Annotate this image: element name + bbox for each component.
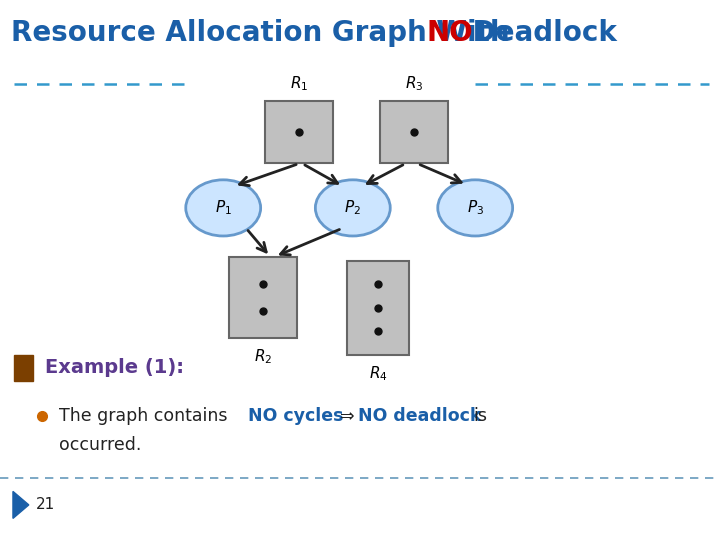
Circle shape <box>186 180 261 236</box>
FancyBboxPatch shape <box>348 260 409 355</box>
Text: NO cycles: NO cycles <box>248 407 343 425</box>
Text: NO: NO <box>427 19 474 47</box>
FancyBboxPatch shape <box>265 102 333 163</box>
Text: $R_4$: $R_4$ <box>369 365 387 383</box>
Text: NO deadlock: NO deadlock <box>358 407 481 425</box>
Text: ⇒: ⇒ <box>340 407 354 425</box>
Text: $R_2$: $R_2$ <box>253 347 272 366</box>
Text: Deadlock: Deadlock <box>463 19 617 47</box>
Text: $P_1$: $P_1$ <box>215 199 232 217</box>
Text: The graph contains: The graph contains <box>59 407 233 425</box>
Text: $R_3$: $R_3$ <box>405 75 423 93</box>
FancyBboxPatch shape <box>380 102 448 163</box>
Text: $R_1$: $R_1$ <box>289 75 308 93</box>
Text: $P_3$: $P_3$ <box>467 199 484 217</box>
Text: $P_2$: $P_2$ <box>344 199 361 217</box>
Text: is: is <box>473 407 487 425</box>
Circle shape <box>315 180 390 236</box>
Text: Resource Allocation Graph With: Resource Allocation Graph With <box>11 19 519 47</box>
Text: Example (1):: Example (1): <box>45 357 184 377</box>
Text: 21: 21 <box>36 497 55 512</box>
Polygon shape <box>13 491 29 518</box>
FancyBboxPatch shape <box>229 256 297 338</box>
Circle shape <box>438 180 513 236</box>
FancyBboxPatch shape <box>14 355 33 381</box>
Text: occurred.: occurred. <box>59 436 141 455</box>
